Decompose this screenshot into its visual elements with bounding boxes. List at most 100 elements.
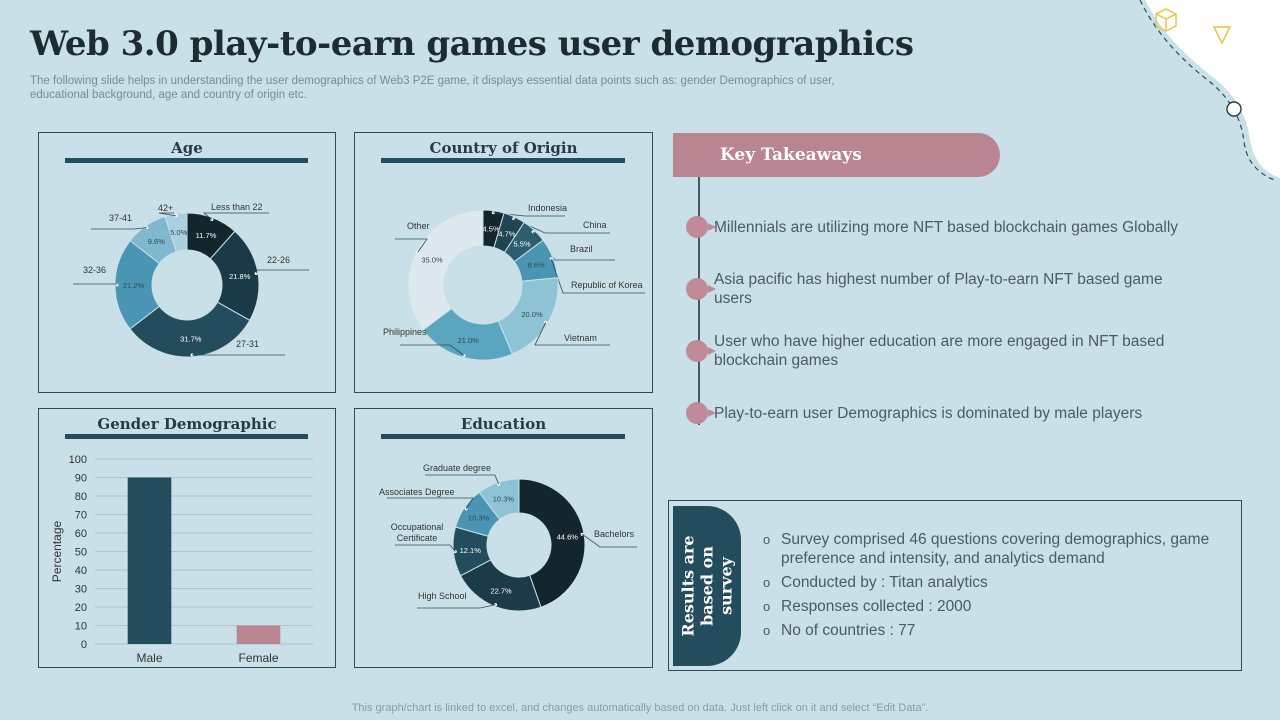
education-title-bar — [381, 434, 625, 439]
age-category-label: Less than 22 — [211, 202, 263, 212]
age-category-label: 32-36 — [83, 265, 106, 275]
age-slice[interactable] — [164, 212, 188, 253]
country-of-origin-category-label: China — [583, 220, 607, 230]
country-of-origin-value-label: 4.7% — [498, 229, 515, 238]
gender-title-bar — [65, 434, 308, 439]
education-category-label: Bachelors — [594, 529, 635, 539]
age-value-label: 5.0% — [170, 228, 187, 237]
education-chart-title: Education — [460, 415, 547, 433]
bullet-marker-icon — [686, 340, 716, 362]
gender-y-tick-label: 20 — [75, 602, 87, 614]
bullet-marker-icon — [686, 216, 716, 238]
country-of-origin-value-label: 8.6% — [528, 260, 545, 269]
country-of-origin-callout-line — [534, 322, 610, 346]
takeaway-item: Play-to-earn user Demographics is domina… — [714, 405, 1143, 422]
gender-y-tick-label: 0 — [81, 639, 87, 651]
gender-bar[interactable] — [236, 625, 281, 645]
age-donut-chart[interactable]: 11.7% Less than 22 21.8% 22-26 31.7% 27-31 21.… — [39, 133, 337, 394]
education-category-label: Occupational Certificate — [391, 522, 444, 543]
age-callout-line — [158, 212, 177, 217]
country-of-origin-callout-line — [400, 344, 465, 356]
country-of-origin-category-label: Other — [407, 221, 430, 231]
education-value-label: 44.6% — [557, 533, 579, 542]
key-takeaways-header: Key Takeaways — [673, 133, 1000, 177]
country-of-origin-callout-line — [550, 258, 645, 294]
country-of-origin-callout-line — [532, 231, 615, 261]
education-slice[interactable] — [478, 478, 520, 521]
age-category-label: 22-26 — [267, 255, 290, 265]
age-value-label: 11.7% — [196, 231, 217, 240]
bullet-marker-icon — [686, 278, 716, 300]
age-chart-title: Age — [171, 139, 203, 157]
takeaways-timeline — [698, 177, 700, 425]
survey-list: Survey comprised 46 questions covering d… — [763, 530, 1233, 645]
country-donut-chart[interactable]: 4.5% Indonesia 4.7% China 5.5% Brazil 8.6% Repu… — [355, 133, 654, 394]
education-donut-chart[interactable]: 44.6% Bachelors 22.7% High School 12.1% Occup… — [355, 409, 654, 669]
education-callout-line — [425, 474, 500, 485]
age-value-label: 21.2% — [123, 281, 145, 290]
education-value-label: 22.7% — [490, 587, 512, 596]
age-category-label: 37-41 — [109, 213, 132, 223]
gender-bar-chart[interactable]: 0 10 20 30 40 50 60 70 80 90 100 Male Female Percenta… — [39, 409, 337, 669]
survey-item: Survey comprised 46 questions covering d… — [763, 530, 1233, 568]
country-of-origin-category-label: Vietnam — [564, 333, 597, 343]
age-slice[interactable] — [129, 301, 251, 358]
gender-bar[interactable] — [127, 477, 172, 645]
gender-y-tick-label: 50 — [75, 547, 87, 559]
gender-x-tick-label: Male — [136, 651, 162, 665]
age-category-label: 42+ — [158, 203, 173, 213]
country-of-origin-value-label: 35.0% — [421, 256, 443, 265]
education-callout-line — [387, 497, 474, 510]
bullet-marker-icon — [686, 402, 716, 424]
education-panel: Education 44.6% Bachelors 22.7% High School… — [354, 408, 653, 668]
age-callout-line — [202, 212, 269, 220]
country-of-origin-callout-dot — [512, 217, 516, 221]
age-callout-line — [255, 269, 309, 274]
triangle-icon — [1212, 26, 1232, 45]
education-value-label: 10.3% — [468, 513, 490, 522]
survey-item: Conducted by : Titan analytics — [763, 573, 1233, 592]
education-slice[interactable] — [518, 478, 586, 608]
country-of-origin-value-label: 5.5% — [514, 240, 531, 249]
survey-tab: Results are based on survey — [673, 506, 741, 666]
country-of-origin-value-label: 4.5% — [483, 225, 500, 234]
survey-tab-label: Results are based on survey — [678, 535, 736, 637]
age-callout-dot — [190, 353, 194, 357]
ring-icon — [1226, 101, 1242, 117]
takeaway-item: User who have higher education are more … — [714, 333, 1165, 369]
country-panel: Country of Origin 4.5% Indonesia 4.7% China… — [354, 132, 653, 393]
age-category-label: 27-31 — [236, 339, 259, 349]
gender-y-tick-label: 100 — [69, 454, 87, 466]
gender-y-tick-label: 70 — [75, 510, 87, 522]
survey-item: No of countries : 77 — [763, 621, 1233, 640]
country-of-origin-category-label: Indonesia — [528, 203, 567, 213]
education-callout-line — [417, 604, 496, 609]
education-category-label: Graduate degree — [423, 463, 491, 473]
education-value-label: 10.3% — [493, 495, 515, 504]
gender-y-axis-label: Percentage — [50, 520, 64, 582]
education-category-label: High School — [418, 591, 467, 601]
country-title-bar — [381, 158, 625, 163]
country-of-origin-category-label: Brazil — [570, 244, 593, 254]
country-of-origin-callout-line — [395, 238, 428, 253]
age-callout-line — [73, 283, 118, 285]
gender-y-tick-label: 40 — [75, 565, 87, 577]
age-panel: Age 11.7% Less than 22 21.8% 22-26 31.7% 27-3… — [38, 132, 336, 393]
survey-item: Responses collected : 2000 — [763, 597, 1233, 616]
page-title: Web 3.0 play-to-earn games user demograp… — [30, 24, 914, 64]
age-value-label: 9.6% — [148, 237, 165, 246]
education-category-label: Associates Degree — [379, 487, 455, 497]
education-callout-line — [395, 544, 456, 552]
education-callout-line — [581, 533, 637, 548]
gender-chart-title: Gender Demographic — [97, 415, 277, 433]
gender-y-tick-label: 90 — [75, 473, 87, 485]
country-of-origin-callout-dot — [549, 257, 553, 261]
country-of-origin-callout-dot — [491, 211, 495, 215]
gender-y-tick-label: 80 — [75, 491, 87, 503]
gender-y-tick-label: 30 — [75, 584, 87, 596]
country-of-origin-category-label: Republic of Korea — [571, 280, 643, 290]
gender-y-tick-label: 60 — [75, 528, 87, 540]
takeaway-item: Millennials are utilizing more NFT based… — [714, 219, 1179, 236]
footer-note: This graph/chart is linked to excel, and… — [351, 702, 929, 714]
age-value-label: 21.8% — [229, 272, 251, 281]
